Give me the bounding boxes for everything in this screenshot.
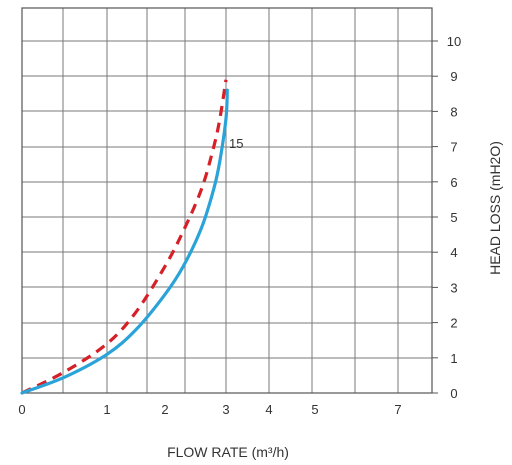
y-tick-label: 0 [450,386,457,401]
y-tick-label: 9 [450,69,457,84]
x-tick-label: 1 [103,402,110,417]
y-tick-label: 10 [447,34,461,49]
x-tick-label: 7 [394,402,401,417]
y-tick-label: 7 [450,140,457,155]
y-tick-label: 3 [450,280,457,295]
y-tick-label: 6 [450,175,457,190]
x-axis-label: FLOW RATE (m³/h) [167,444,289,460]
series-group [20,79,229,395]
y-tick-labels: 0 1 2 3 4 5 6 7 8 9 10 [432,34,461,401]
x-tick-label: 0 [18,402,25,417]
plot-border [21,7,433,394]
series-label: 15 [229,136,243,151]
y-tick-label: 1 [450,351,457,366]
x-tick-label: 3 [222,402,229,417]
x-tick-label: 5 [311,402,318,417]
y-tick-label: 2 [450,316,457,331]
plot-frame [21,7,433,394]
y-tick-label: 4 [450,245,457,260]
x-tick-label: 2 [161,402,168,417]
series-line-15 [20,88,229,395]
y-axis-label: HEAD LOSS (mH2O) [487,141,503,275]
x-tick-labels: 0 1 2 3 4 5 7 [18,402,401,417]
y-tick-label: 8 [450,104,457,119]
x-tick-label: 4 [265,402,272,417]
y-tick-label: 5 [450,210,457,225]
grid [21,8,432,394]
series-line-dashed [21,79,228,395]
